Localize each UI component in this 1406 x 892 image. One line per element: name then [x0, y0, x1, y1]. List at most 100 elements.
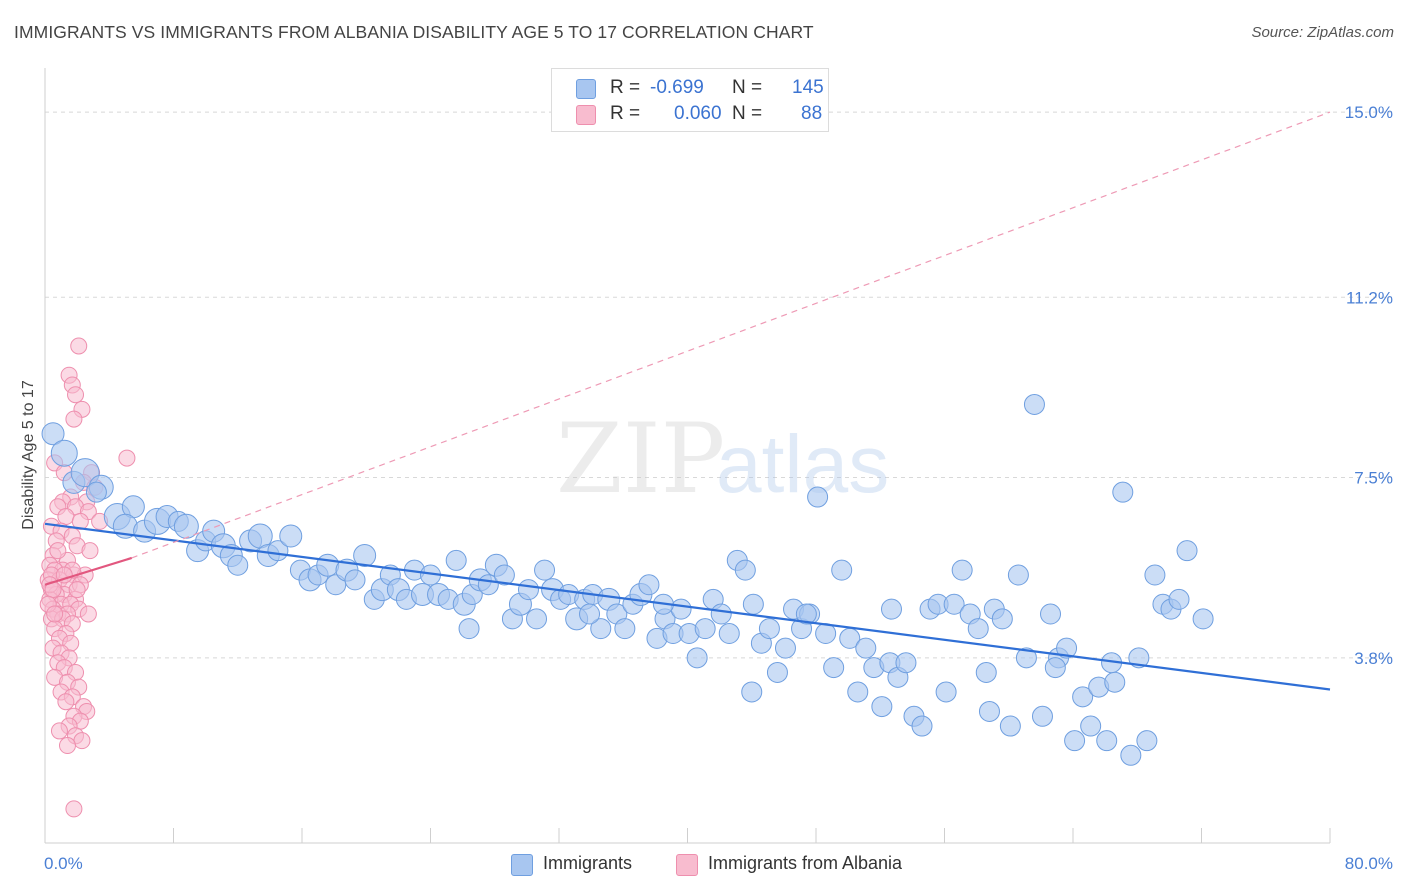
series-label-albania: Immigrants from Albania — [708, 853, 903, 873]
legend-n-value: 145 — [792, 77, 824, 98]
immigrants-point — [766, 661, 788, 683]
albania-point — [50, 722, 68, 740]
immigrants-point — [1104, 671, 1126, 693]
trend-lines — [44, 111, 1331, 691]
tick-labels: 3.8% 7.5% 11.2% 15.0% 0.0% 80.0% — [44, 103, 1393, 873]
immigrants-point — [1007, 564, 1029, 586]
immigrants-point — [173, 513, 199, 539]
immigrants-point — [267, 540, 289, 562]
series-swatch-albania — [676, 854, 698, 876]
immigrants-point — [344, 569, 366, 591]
legend-swatch-albania — [576, 105, 596, 125]
legend-n-label: N = — [732, 103, 763, 124]
immigrants-point — [1128, 647, 1150, 669]
albania-point — [58, 737, 76, 755]
immigrants-point — [774, 637, 796, 659]
immigrants-point — [807, 486, 829, 508]
albania-point — [68, 581, 86, 599]
albania-points — [39, 337, 136, 818]
albania-trend-line — [44, 556, 133, 586]
y-tick-label: 3.8% — [1354, 649, 1393, 668]
albania-point — [79, 605, 97, 623]
watermark: ZIP atlas — [556, 403, 889, 515]
immigrants-point — [493, 564, 515, 586]
source-label: Source: ZipAtlas.com — [1251, 24, 1394, 41]
immigrants-point — [638, 574, 660, 596]
immigrants-point — [741, 681, 763, 703]
immigrants-point — [1176, 540, 1198, 562]
immigrants-point — [710, 603, 732, 625]
immigrants-point — [1136, 730, 1158, 752]
albania-point — [65, 410, 83, 428]
watermark-zip: ZIP — [556, 403, 725, 515]
immigrants-point — [41, 422, 65, 446]
immigrants-point — [823, 657, 845, 679]
y-tick-label: 11.2% — [1346, 288, 1393, 307]
immigrants-point — [911, 715, 933, 737]
immigrants-point — [935, 681, 957, 703]
immigrants-point — [1072, 686, 1094, 708]
gridlines — [45, 111, 1392, 659]
immigrants-point — [1144, 564, 1166, 586]
immigrants-point — [50, 439, 78, 467]
immigrants-point — [227, 554, 249, 576]
immigrants-point — [1120, 744, 1142, 766]
immigrants-point — [855, 637, 877, 659]
legend-r-label: R = — [610, 103, 641, 124]
immigrants-point — [742, 593, 764, 615]
immigrants-point — [718, 622, 740, 644]
immigrants-point — [670, 598, 692, 620]
immigrants-point — [1040, 603, 1062, 625]
legend-n-label: N = — [732, 77, 763, 98]
immigrants-point — [758, 618, 780, 640]
immigrants-point — [1096, 730, 1118, 752]
immigrants-point — [579, 603, 601, 625]
albania-point — [57, 508, 75, 526]
series-legend: Immigrants Immigrants from Albania — [0, 853, 1406, 877]
albania-point — [65, 800, 83, 818]
immigrants-point — [943, 593, 965, 615]
immigrants-trend-line — [44, 522, 1331, 691]
legend-swatch-immigrants — [576, 79, 596, 99]
immigrants-point — [991, 608, 1013, 630]
immigrants-point — [316, 553, 340, 577]
immigrants-point — [847, 681, 869, 703]
correlation-legend: R = -0.699 N = 145 R = 0.060 N = 88 — [551, 68, 829, 132]
legend-n-value: 88 — [801, 103, 823, 124]
immigrants-point — [975, 661, 997, 683]
legend-r-label: R = — [610, 77, 641, 98]
immigrants-point — [1023, 393, 1045, 415]
y-axis-label: Disability Age 5 to 17 — [20, 380, 37, 530]
immigrants-point — [967, 618, 989, 640]
albania-point — [49, 542, 67, 560]
immigrants-point — [85, 481, 107, 503]
immigrants-point — [1031, 705, 1053, 727]
immigrants-point — [1168, 588, 1190, 610]
albania-point — [70, 337, 88, 355]
immigrants-point — [694, 618, 716, 640]
immigrants-point — [999, 715, 1021, 737]
immigrants-point — [1015, 647, 1037, 669]
x-tick-label-max: 80.0% — [1345, 854, 1393, 873]
immigrants-point — [880, 598, 902, 620]
immigrants-point — [1192, 608, 1214, 630]
watermark-atlas: atlas — [716, 419, 889, 510]
immigrants-point — [353, 544, 377, 568]
immigrants-point — [951, 559, 973, 581]
immigrants-point — [1044, 657, 1066, 679]
x-tick-label-min: 0.0% — [44, 854, 83, 873]
albania-point — [67, 386, 85, 404]
immigrants-point — [686, 647, 708, 669]
albania-point — [73, 732, 91, 750]
immigrants-point — [895, 652, 917, 674]
immigrants-point — [458, 618, 480, 640]
y-tick-label: 7.5% — [1354, 469, 1393, 488]
albania-point — [46, 605, 64, 623]
immigrants-point — [1080, 715, 1102, 737]
series-label-immigrants: Immigrants — [543, 853, 633, 873]
immigrants-point — [831, 559, 853, 581]
legend-r-value: 0.060 — [674, 103, 722, 124]
axes — [44, 68, 1331, 844]
immigrants-point — [1064, 730, 1086, 752]
